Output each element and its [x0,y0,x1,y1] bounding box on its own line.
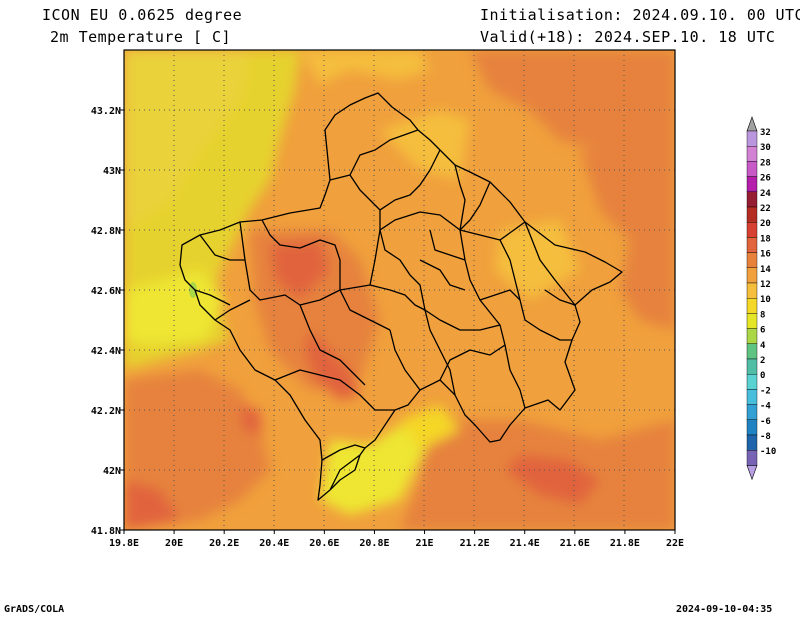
colorbar-label: -4 [760,402,771,412]
colorbar-label: 24 [760,189,771,199]
colorbar-label: 28 [760,158,771,168]
footer-timestamp: 2024-09-10-04:35 [676,604,773,615]
y-axis: 43.2N 43N 42.8N 42.6N 42.4N 42.2N 42N 41.8N [91,106,124,537]
colorbar-label: 30 [760,143,771,153]
colorbar-swatch [746,267,758,284]
colorbar-swatch [746,404,758,421]
colorbar-bottom-arrow [746,465,758,481]
colorbar-label: 16 [760,250,771,260]
x-tick-label: 20.4E [259,538,289,549]
x-tick-label: 22E [666,538,684,549]
colorbar-swatch [746,130,758,147]
colorbar-swatch [746,343,758,360]
colorbar-label: 12 [760,280,771,290]
footer-credit: GrADS/COLA [4,604,65,615]
colorbar-label: 8 [760,310,765,320]
colorbar-label: 32 [760,128,771,138]
colorbar-label: 18 [760,234,771,244]
y-tick-label: 42N [103,466,121,477]
y-tick-label: 43.2N [91,106,121,117]
colorbar-label: -2 [760,386,771,396]
colorbar-swatch [746,206,758,223]
colorbar-swatch [746,237,758,253]
colorbar-label: -8 [760,432,771,442]
colorbar-swatch [746,252,758,269]
colorbar-label: 0 [760,371,765,381]
colorbar-swatch [746,298,758,314]
colorbar-label: 20 [760,219,771,229]
colorbar-label: -6 [760,417,771,427]
x-axis: 19.8E 20E 20.2E 20.4E 20.6E 20.8E 21E 21.2E 21.4… [109,530,684,549]
x-tick-label: 21.8E [610,538,640,549]
variable-title: 2m Temperature [ C] [50,28,232,46]
colorbar-top-arrow [746,116,758,132]
init-time: Initialisation: 2024.09.10. 00 UTC [480,6,800,24]
colorbar-label: 6 [760,326,765,336]
y-tick-label: 42.8N [91,226,121,237]
colorbar-swatch [746,389,758,405]
colorbar-swatch [746,313,758,329]
valid-time: Valid(+18): 2024.SEP.10. 18 UTC [480,28,776,46]
colorbar-swatch [746,161,758,177]
colorbar-label: 10 [760,295,771,305]
colorbar-label: 4 [760,341,766,351]
colorbar-swatch [746,145,758,162]
x-tick-label: 21E [416,538,434,549]
x-tick-label: 20.8E [359,538,389,549]
colorbar-swatch [746,328,758,345]
colorbar-swatch [746,176,758,193]
y-tick-label: 43N [103,166,121,177]
x-tick-label: 21.6E [560,538,590,549]
colorbar-label: 14 [760,265,771,275]
x-tick-label: 19.8E [109,538,139,549]
colorbar-swatch [746,374,758,390]
region-boundaries [179,92,623,501]
x-tick-label: 21.2E [460,538,490,549]
colorbar-swatch [746,191,758,208]
y-tick-label: 42.4N [91,346,121,357]
graticule [124,50,675,530]
y-tick-label: 41.8N [91,526,121,537]
colorbar-swatch [746,221,758,238]
colorbar-label: 26 [760,174,771,184]
x-tick-label: 20.2E [209,538,239,549]
colorbar-swatch [746,450,758,466]
x-tick-label: 20E [165,538,183,549]
y-tick-label: 42.6N [91,286,121,297]
colorbar-label: 2 [760,356,765,366]
colorbar-label: -10 [760,447,776,457]
y-tick-label: 42.2N [91,406,121,417]
colorbar-swatch [746,358,758,375]
colorbar-swatch [746,419,758,436]
colorbar-swatch [746,434,758,451]
colorbar-swatch [746,282,758,299]
x-tick-label: 20.6E [309,538,339,549]
colorbar-label: 22 [760,204,771,214]
x-tick-label: 21.4E [510,538,540,549]
model-title: ICON EU 0.0625 degree [42,6,243,24]
